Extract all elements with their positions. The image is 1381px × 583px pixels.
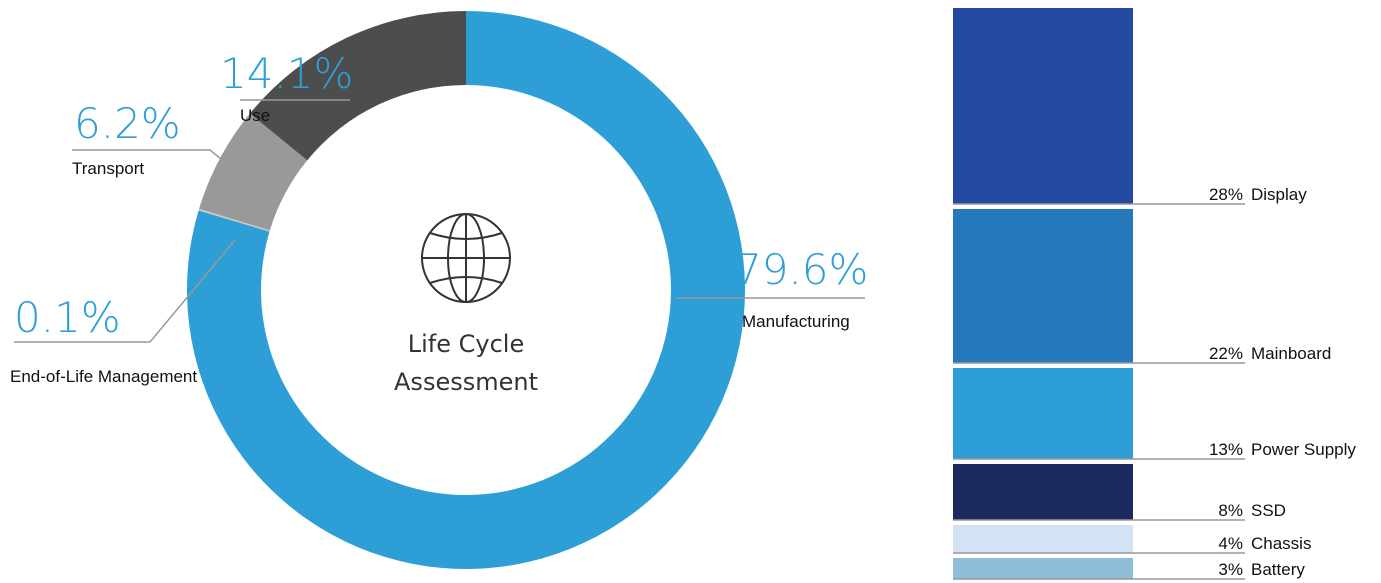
value-label: 14.1% [220, 49, 353, 98]
value-label: 3% [1218, 560, 1243, 579]
center-label: Life Cycle [408, 330, 524, 358]
value-label: 28% [1209, 185, 1243, 204]
bar-segment [953, 525, 1133, 553]
category-label: Display [1251, 185, 1307, 204]
value-label: 13% [1209, 440, 1243, 459]
value-label: 8% [1218, 501, 1243, 520]
value-label: 0.1% [14, 293, 121, 342]
category-label: Chassis [1251, 534, 1311, 553]
value-label: 79.6% [735, 245, 868, 294]
bar-segment [953, 209, 1133, 363]
leader-line [72, 149, 266, 196]
donut-segment [198, 208, 270, 232]
category-label: Power Supply [1251, 440, 1356, 459]
value-label: 22% [1209, 344, 1243, 363]
category-label: Manufacturing [742, 312, 850, 331]
donut-segment [199, 113, 308, 231]
donut-segment [249, 11, 466, 161]
category-label: Transport [72, 159, 144, 178]
value-label: 4% [1218, 534, 1243, 553]
category-label: End-of-Life Management [10, 367, 197, 386]
globe-icon [421, 213, 511, 303]
category-label: Mainboard [1251, 344, 1331, 363]
bar-segment [953, 368, 1133, 459]
category-label: Battery [1251, 560, 1305, 579]
bar-segment [953, 8, 1133, 204]
leader-line [14, 239, 236, 343]
category-label: SSD [1251, 501, 1286, 520]
bar-segment [953, 558, 1133, 579]
bar-segment [953, 464, 1133, 520]
category-label: Use [240, 106, 270, 125]
value-label: 6.2% [74, 99, 181, 148]
center-label: Assessment [394, 368, 538, 396]
